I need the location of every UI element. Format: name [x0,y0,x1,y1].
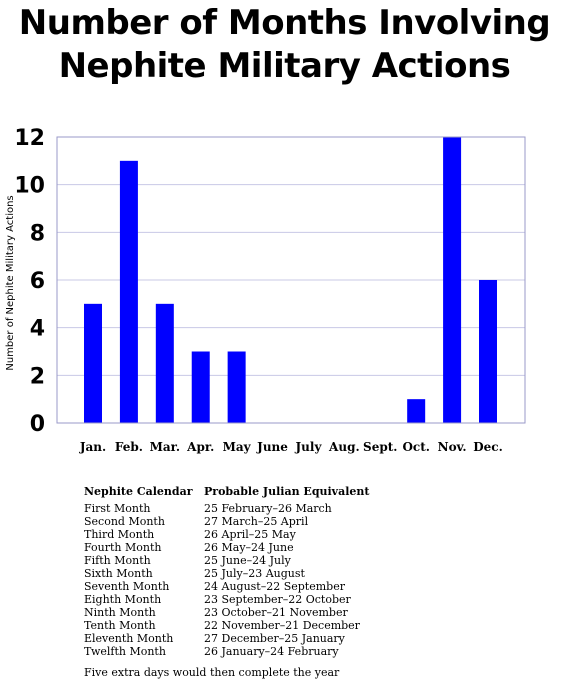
calendar-julian-range: 26 January–24 February [204,645,339,658]
x-tick-label: Nov. [438,440,467,454]
calendar-nephite-month: Seventh Month [84,580,170,593]
calendar-row: Twelfth Month 26 January–24 February [84,645,369,658]
calendar-julian-range: 25 July–23 August [204,567,305,580]
bar-feb [119,160,138,424]
x-tick-label: May [223,440,252,454]
calendar-julian-range: 26 May–24 June [204,541,294,554]
calendar-julian-range: 24 August–22 September [204,580,345,593]
y-tick-labels: 0 2 4 6 8 10 12 [14,126,45,437]
calendar-row: Eighth Month 23 September–22 October [84,593,369,606]
x-tick-label: Sept. [363,440,397,454]
calendar-row: Ninth Month 23 October–21 November [84,606,369,619]
calendar-nephite-month: First Month [84,502,151,515]
bar-mar [155,303,174,423]
calendar-julian-range: 22 November–21 December [204,619,360,632]
x-tick-label: Feb. [115,440,143,454]
x-tick-label: Apr. [186,440,214,454]
y-tick-label: 12 [14,126,45,151]
calendar-julian-range: 25 June–24 July [204,554,291,567]
calendar-row: Third Month 26 April–25 May [84,528,369,541]
calendar-header-row: Nephite Calendar Probable Julian Equival… [84,485,369,502]
calendar-header-nephite: Nephite Calendar [84,485,193,498]
chart-title: Number of Months Involving Nephite Milit… [0,2,569,88]
y-tick-label: 10 [14,174,45,199]
calendar-julian-range: 27 December–25 January [204,632,345,645]
calendar-nephite-month: Eleventh Month [84,632,174,645]
calendar-row: Fourth Month 26 May–24 June [84,541,369,554]
y-axis-label: Number of Nephite Military Actions [5,195,16,370]
x-tick-label: Mar. [150,440,180,454]
y-tick-label: 0 [30,412,45,437]
calendar-nephite-month: Ninth Month [84,606,156,619]
plot-frame [56,136,526,424]
bar-jan [84,303,102,423]
x-tick-label: Dec. [473,440,503,454]
calendar-nephite-month: Twelfth Month [84,645,166,658]
bar-nov [443,137,462,423]
calendar-julian-range: 23 October–21 November [204,606,348,619]
bars [84,137,497,424]
y-tick-label: 8 [30,221,45,246]
calendar-nephite-month: Fifth Month [84,554,151,567]
x-tick-label: July [294,440,322,454]
calendar-row: Eleventh Month 27 December–25 January [84,632,369,645]
calendar-header-julian: Probable Julian Equivalent [204,485,370,498]
calendar-nephite-month: Fourth Month [84,541,162,554]
bar-apr [191,351,210,423]
calendar-nephite-month: Second Month [84,515,165,528]
calendar-nephite-month: Tenth Month [84,619,156,632]
calendar-row: Seventh Month 24 August–22 September [84,580,369,593]
calendar-row: First Month 25 February–26 March [84,502,369,515]
chart-title-line-2: Nephite Military Actions [58,46,511,86]
calendar-nephite-month: Eighth Month [84,593,162,606]
bar-may [227,351,246,423]
x-tick-label: Oct. [402,440,429,454]
x-tick-label: Aug. [328,440,360,454]
calendar-table: Nephite Calendar Probable Julian Equival… [84,485,369,658]
x-tick-label: Jan. [79,440,106,454]
y-tick-label: 6 [30,269,45,294]
bar-oct [407,399,426,423]
y-tick-label: 2 [30,364,45,389]
calendar-row: Tenth Month 22 November–21 December [84,619,369,632]
bar-chart: 0 2 4 6 8 10 12 Jan. Feb. Mar. Apr. May June July Aug… [5,126,526,454]
bar-dec [479,280,497,423]
calendar-nephite-month: Third Month [84,528,155,541]
calendar-julian-range: 23 September–22 October [204,593,351,606]
calendar-julian-range: 25 February–26 March [204,502,332,515]
x-tick-labels: Jan. Feb. Mar. Apr. May June July Aug. Sept. Oct.… [79,440,503,454]
calendar-row: Fifth Month 25 June–24 July [84,554,369,567]
calendar-row: Sixth Month 25 July–23 August [84,567,369,580]
plot-border [56,136,526,424]
x-tick-label: June [256,440,288,454]
chart-title-line-1: Number of Months Involving [18,3,551,43]
calendar-julian-range: 26 April–25 May [204,528,296,541]
y-tick-label: 4 [30,317,45,342]
calendar-nephite-month: Sixth Month [84,567,153,580]
calendar-row: Second Month 27 March–25 April [84,515,369,528]
calendar-note: Five extra days would then complete the … [84,666,340,679]
calendar-julian-range: 27 March–25 April [204,515,309,528]
